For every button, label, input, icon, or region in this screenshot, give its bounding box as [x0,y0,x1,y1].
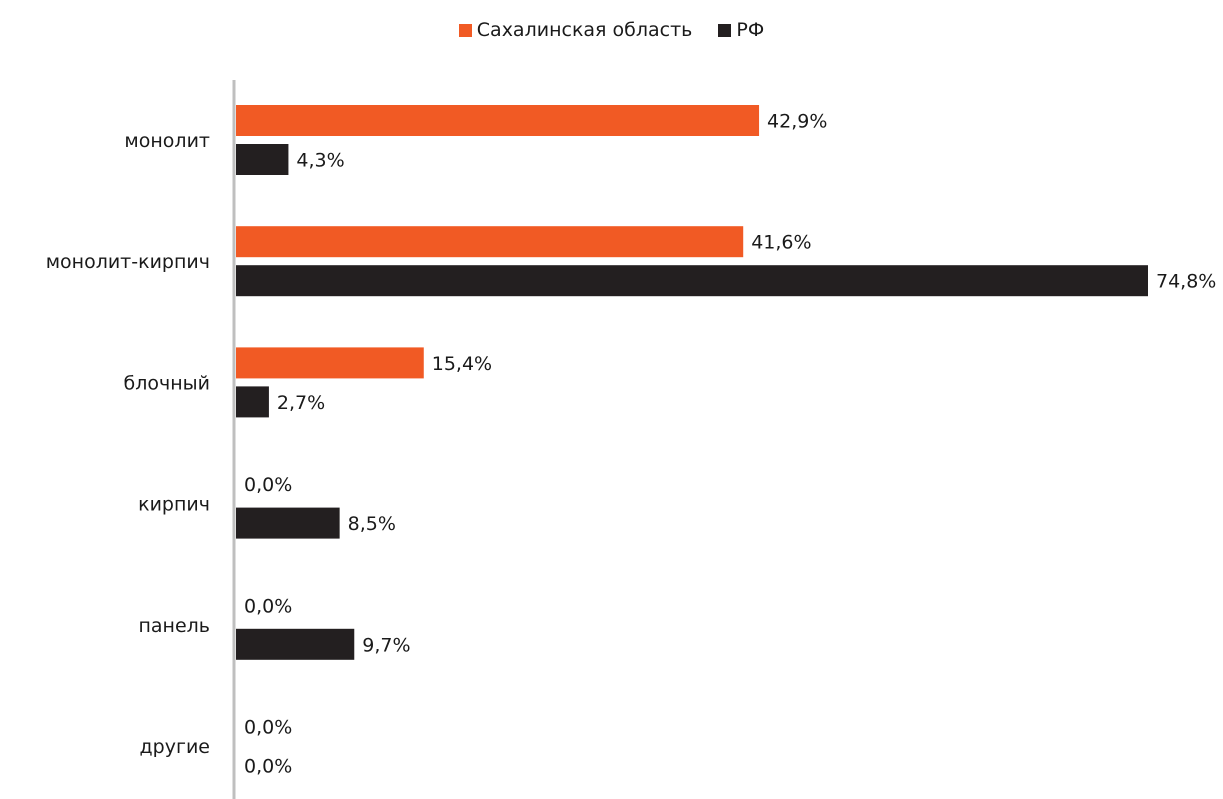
value-label: 2,7% [277,392,325,414]
category-labels-group: монолит монолит-кирпич блочный кирпич панель… [46,130,210,758]
bar-rf [236,507,340,539]
value-label: 0,0% [244,717,292,739]
bar-sakhalin [236,226,744,258]
category-label: другие [140,736,210,758]
legend-item-sakhalin: Сахалинская область [458,19,693,41]
value-label: 4,3% [296,150,344,172]
legend: Сахалинская область РФ [0,17,1223,43]
bar-sakhalin [236,105,760,136]
value-label: 9,7% [362,634,410,656]
value-label: 0,0% [244,756,292,778]
bar-rf [236,144,289,175]
value-labels-group: 42,9% 4,3% 41,6% 74,8% 15,4% 2,7% 0,0% 8,5% 0,0%… [244,111,1216,778]
value-label: 0,0% [244,595,292,617]
bar-rf [236,265,1148,297]
legend-swatch-rf [718,23,732,37]
legend-label-sakhalin: Сахалинская область [476,19,693,41]
legend-label-rf: РФ [736,19,765,41]
value-label: 74,8% [1156,271,1216,293]
bar-sakhalin [236,347,424,379]
category-label: монолит-кирпич [46,251,210,273]
category-label: монолит [124,130,210,152]
value-label: 41,6% [751,232,811,254]
legend-item-rf: РФ [718,19,764,41]
category-label: кирпич [138,494,210,516]
value-label: 8,5% [348,513,396,535]
value-label: 0,0% [244,474,292,496]
bar-rf [236,386,269,418]
bars-group [236,105,1148,660]
legend-swatch-sakhalin [458,23,472,37]
value-label: 15,4% [432,353,492,375]
bar-rf [236,628,355,660]
category-label: блочный [124,372,210,394]
value-label: 42,9% [767,111,827,133]
category-label: панель [138,615,210,637]
